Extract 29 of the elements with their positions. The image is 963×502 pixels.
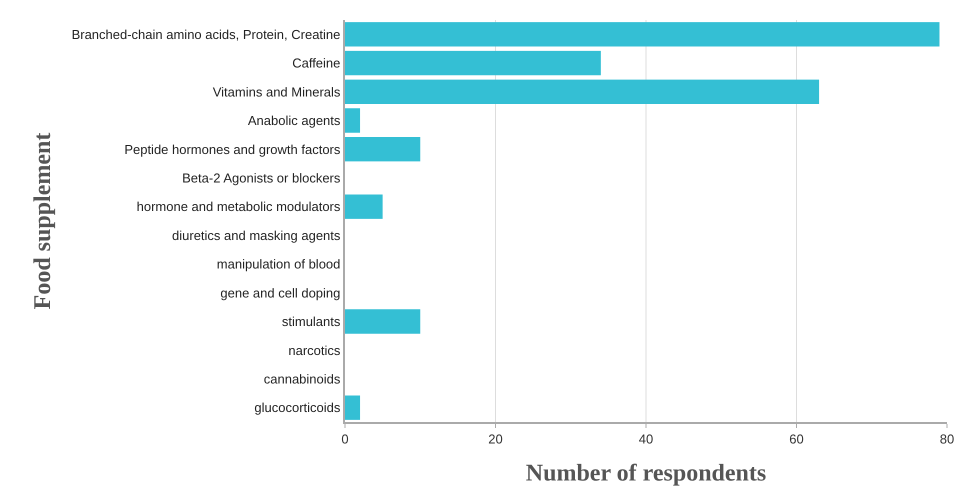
y-tick-label: Branched-chain amino acids, Protein, Creatine (72, 26, 340, 42)
y-tick-label: cannabinoids (264, 371, 341, 386)
y-tick-label: Beta-2 Agonists or blockers (182, 170, 341, 186)
y-tick-label: Anabolic agents (248, 113, 341, 128)
x-tick-label: 20 (488, 432, 503, 447)
x-tick-label: 60 (789, 432, 804, 447)
y-tick-label: hormone and metabolic modulators (136, 199, 341, 214)
y-tick-label: Vitamins and Minerals (212, 84, 341, 100)
bar (345, 194, 383, 219)
bar (345, 22, 940, 47)
x-tick-label: 0 (341, 432, 349, 447)
y-tick-label: glucocorticoids (254, 400, 341, 416)
bar (345, 80, 820, 104)
bar (345, 50, 601, 76)
x-tick-label: 80 (940, 432, 954, 447)
bar (345, 395, 360, 420)
y-axis-title: Food supplement (30, 132, 56, 310)
y-tick-label: stimulants (282, 314, 341, 330)
bar (345, 137, 420, 162)
x-tick-label: 40 (638, 432, 654, 447)
y-tick-label: manipulation of blood (216, 256, 340, 272)
y-tick-label: narcotics (288, 342, 341, 358)
y-tick-label: gene and cell doping (220, 285, 340, 300)
x-axis-title: Number of respondents (526, 460, 766, 486)
bar (345, 309, 420, 334)
y-tick-label: Peptide hormones and growth factors (124, 142, 341, 157)
y-tick-label: diuretics and masking agents (172, 228, 341, 243)
y-tick-label: Caffeine (292, 56, 340, 71)
bar (345, 108, 360, 133)
